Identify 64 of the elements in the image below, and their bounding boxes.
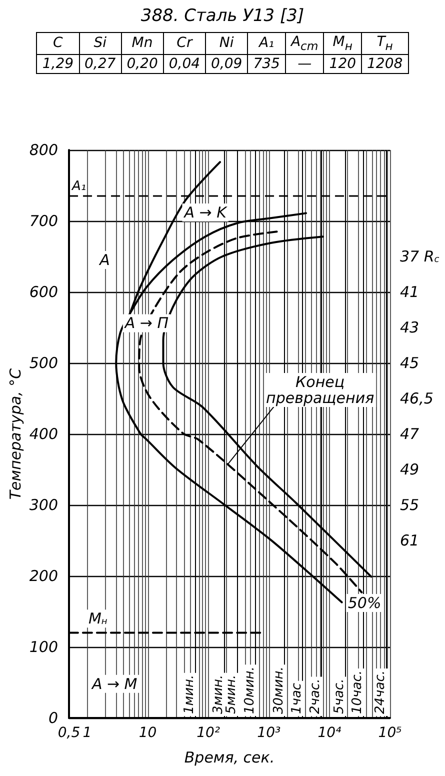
ref-line-label: 30мин. — [271, 666, 286, 714]
text: 46,5 — [400, 390, 434, 408]
y-tick-label: 200 — [29, 567, 58, 585]
ref-line-label: 10час. — [350, 670, 366, 714]
annotation: Конец превращения — [266, 372, 374, 407]
y-tick-label: 400 — [29, 425, 58, 443]
category-label: M$_{н}$ — [324, 32, 362, 54]
x-tick-label: 1 — [82, 725, 92, 741]
category-label: C — [36, 32, 80, 54]
x-tick-label: 10² — [196, 725, 220, 741]
text: 1208 — [367, 56, 403, 72]
annotation: 50% — [348, 594, 382, 612]
category-label: T$_{н}$ — [362, 32, 408, 54]
category-label: Si — [79, 32, 122, 54]
text: 43 — [400, 318, 420, 336]
annotation: A → M — [90, 674, 138, 693]
x-tick-label: 10⁵ — [378, 725, 402, 741]
x-axis-title: Время, сек. — [184, 748, 275, 766]
text: 61 — [400, 532, 420, 550]
y-tick-label: 300 — [29, 496, 58, 514]
x-tick-label: 10³ — [257, 725, 281, 741]
annotation: Mн — [88, 610, 108, 628]
category-label: A$_{cm}$ — [285, 32, 324, 54]
y-tick-label: 0 — [48, 709, 58, 727]
text: 41 — [400, 283, 420, 301]
text: 0,09 — [211, 56, 242, 72]
ref-line-label: 24час. — [373, 670, 388, 714]
text: 120 — [329, 56, 356, 72]
category-label: Cr — [163, 32, 206, 54]
text: 1,29 — [42, 56, 74, 72]
text: 735 — [253, 56, 280, 72]
text: 0,27 — [84, 56, 116, 72]
category-label: Ni — [206, 32, 248, 54]
x-tick-label: 10 — [138, 725, 157, 741]
ref-line-label: 10мин. — [242, 666, 258, 714]
y-tick-label: 700 — [29, 212, 58, 230]
x-tick-label: 10⁴ — [318, 725, 342, 741]
text: 49 — [400, 460, 420, 478]
y-tick-label: 100 — [29, 638, 58, 656]
y-tick-label: 600 — [29, 283, 58, 301]
category-label: Mn — [121, 32, 164, 54]
annotation: A → П — [124, 314, 169, 332]
text: 45 — [400, 354, 420, 372]
text: 55 — [400, 496, 420, 514]
annotation: A — [98, 251, 110, 270]
text: — — [298, 56, 312, 72]
category-label: A₁ — [248, 32, 286, 54]
ref-line-label: 5час. — [332, 678, 347, 714]
ref-line-label: 2час. — [308, 678, 323, 714]
y-axis-title: Температура, °С — [6, 368, 24, 500]
ref-line-label: 1мин. — [182, 674, 197, 714]
y-tick-label: 500 — [29, 354, 58, 372]
ref-line-label: 3мин. — [210, 674, 226, 714]
annotation: A → K — [183, 203, 228, 222]
text: 388. Сталь У13 [3] — [140, 6, 306, 26]
ref-line-label: 1час — [290, 682, 305, 714]
text: 47 — [400, 425, 420, 443]
ref-line-label: A₁ — [71, 179, 86, 194]
text: 0,20 — [126, 56, 158, 72]
y-tick-label: 800 — [29, 141, 58, 159]
ref-line-label: 5мин. — [224, 674, 240, 714]
x-tick-label: 0,5 — [58, 725, 80, 741]
text: 0,04 — [168, 56, 200, 72]
text: 37 Rc — [400, 248, 440, 266]
